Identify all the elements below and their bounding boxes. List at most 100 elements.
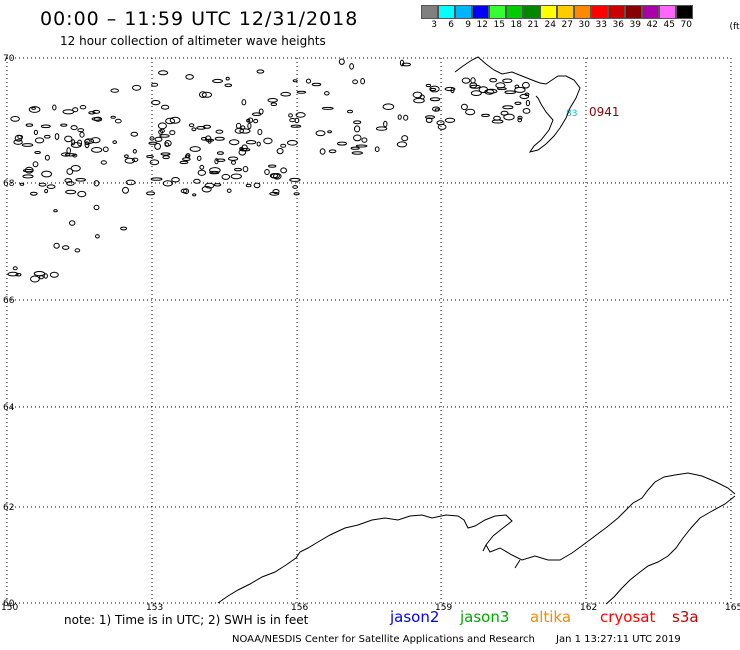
scale-label-70: 70 (680, 20, 692, 30)
ice-contour (149, 159, 160, 166)
ice-contour (77, 190, 87, 198)
ice-contour (353, 120, 362, 125)
ice-contour (189, 146, 201, 152)
scale-label-9: 9 (465, 20, 471, 30)
ice-contour (401, 62, 411, 67)
ice-contour (146, 191, 156, 196)
ice-contour (434, 108, 440, 112)
ice-contour (70, 165, 81, 172)
lat-label: 66 (3, 296, 15, 306)
ice-contour (280, 143, 287, 148)
ice-contour (268, 164, 277, 168)
ice-contour (201, 91, 213, 98)
ice-contour (154, 136, 163, 142)
ice-contour (242, 166, 249, 173)
ice-contour (263, 137, 273, 145)
track-label: 0941 (589, 105, 620, 119)
ice-contour (54, 133, 60, 140)
ice-contour (124, 157, 136, 164)
ice-contour (201, 137, 207, 141)
ice-contour (215, 129, 224, 134)
ice-contour (72, 107, 79, 113)
ice-contour (162, 180, 174, 187)
ice-contour (213, 183, 222, 187)
ice-contour (444, 86, 456, 92)
ice-contour (150, 177, 163, 181)
ice-contour (79, 131, 85, 138)
ice-contour (154, 142, 162, 150)
ice-contour (199, 164, 205, 170)
scale-label-36: 36 (612, 20, 624, 30)
ice-contour (151, 82, 159, 87)
ice-contour (216, 158, 226, 162)
ice-contour (221, 173, 231, 180)
ice-contour (74, 248, 81, 253)
ice-contour (286, 140, 298, 146)
scale-label-39: 39 (629, 20, 641, 30)
ice-contour (425, 115, 435, 119)
ice-contour (46, 184, 56, 189)
ice-contour (88, 111, 96, 115)
ice-contour (84, 141, 90, 149)
scale-label-6: 6 (448, 20, 454, 30)
scale-swatch-45 (659, 5, 676, 19)
scale-swatch-39 (625, 5, 642, 19)
ice-contour (44, 134, 51, 139)
scale-label-45: 45 (663, 20, 675, 30)
ice-contour (205, 138, 215, 142)
ice-contour (65, 189, 77, 195)
ice-contour (13, 139, 23, 145)
lat-lon-grid: 150 153 156 159 162 165 70 68 66 64 62 60 0941 83 (1, 54, 740, 613)
ice-contour (264, 169, 270, 175)
footer-timestamp: Jan 1 13:27:11 UTC 2019 (556, 634, 681, 645)
ice-contour (517, 115, 523, 120)
ice-contour (159, 134, 170, 138)
footer: NOAA/NESDIS Center for Satellite Applica… (232, 634, 699, 645)
ice-contour (25, 123, 34, 127)
ice-contour (66, 168, 74, 175)
footer-credit: NOAA/NESDIS Center for Satellite Applica… (232, 634, 535, 645)
ice-contour (93, 180, 100, 187)
ice-contour (77, 128, 85, 133)
satellite-jason2: jason2 (390, 608, 440, 626)
scale-swatch-27 (557, 5, 574, 19)
ice-contour (193, 178, 201, 184)
ice-contour (239, 148, 251, 152)
ice-contour (296, 90, 307, 94)
lon-label: 159 (435, 603, 452, 613)
lat-label: 60 (3, 599, 15, 609)
ice-contour (19, 182, 25, 186)
ice-contour (34, 151, 41, 154)
ice-contour (293, 192, 300, 196)
ice-contour (351, 151, 363, 155)
scale-swatch-70 (676, 5, 693, 19)
ice-contour (165, 117, 176, 125)
ice-contour (171, 177, 180, 183)
ice-contour (461, 77, 471, 84)
ice-contour (120, 226, 128, 231)
ice-contour (257, 128, 263, 136)
ice-contour (182, 157, 191, 162)
ice-contour (69, 220, 76, 226)
ice-contour (100, 160, 107, 165)
lon-label: 153 (146, 603, 163, 613)
lon-label: 162 (580, 603, 597, 613)
ice-contour (522, 81, 530, 89)
scale-swatch-12 (472, 5, 489, 19)
ice-contour (399, 59, 405, 67)
ice-contour (149, 136, 155, 141)
ice-contours (7, 58, 531, 283)
ice-contour (500, 110, 509, 116)
ice-contour (514, 101, 522, 106)
ice-contour (267, 98, 278, 103)
ice-contour (270, 173, 280, 179)
ice-contour (34, 137, 45, 144)
ice-contour (90, 137, 101, 144)
ice-contour (403, 114, 409, 121)
ice-contour (485, 88, 498, 94)
ice-contour (525, 99, 531, 107)
ice-contour (151, 100, 161, 106)
ice-contour (196, 155, 202, 162)
ice-contour (49, 271, 59, 278)
ice-contour (31, 106, 36, 110)
